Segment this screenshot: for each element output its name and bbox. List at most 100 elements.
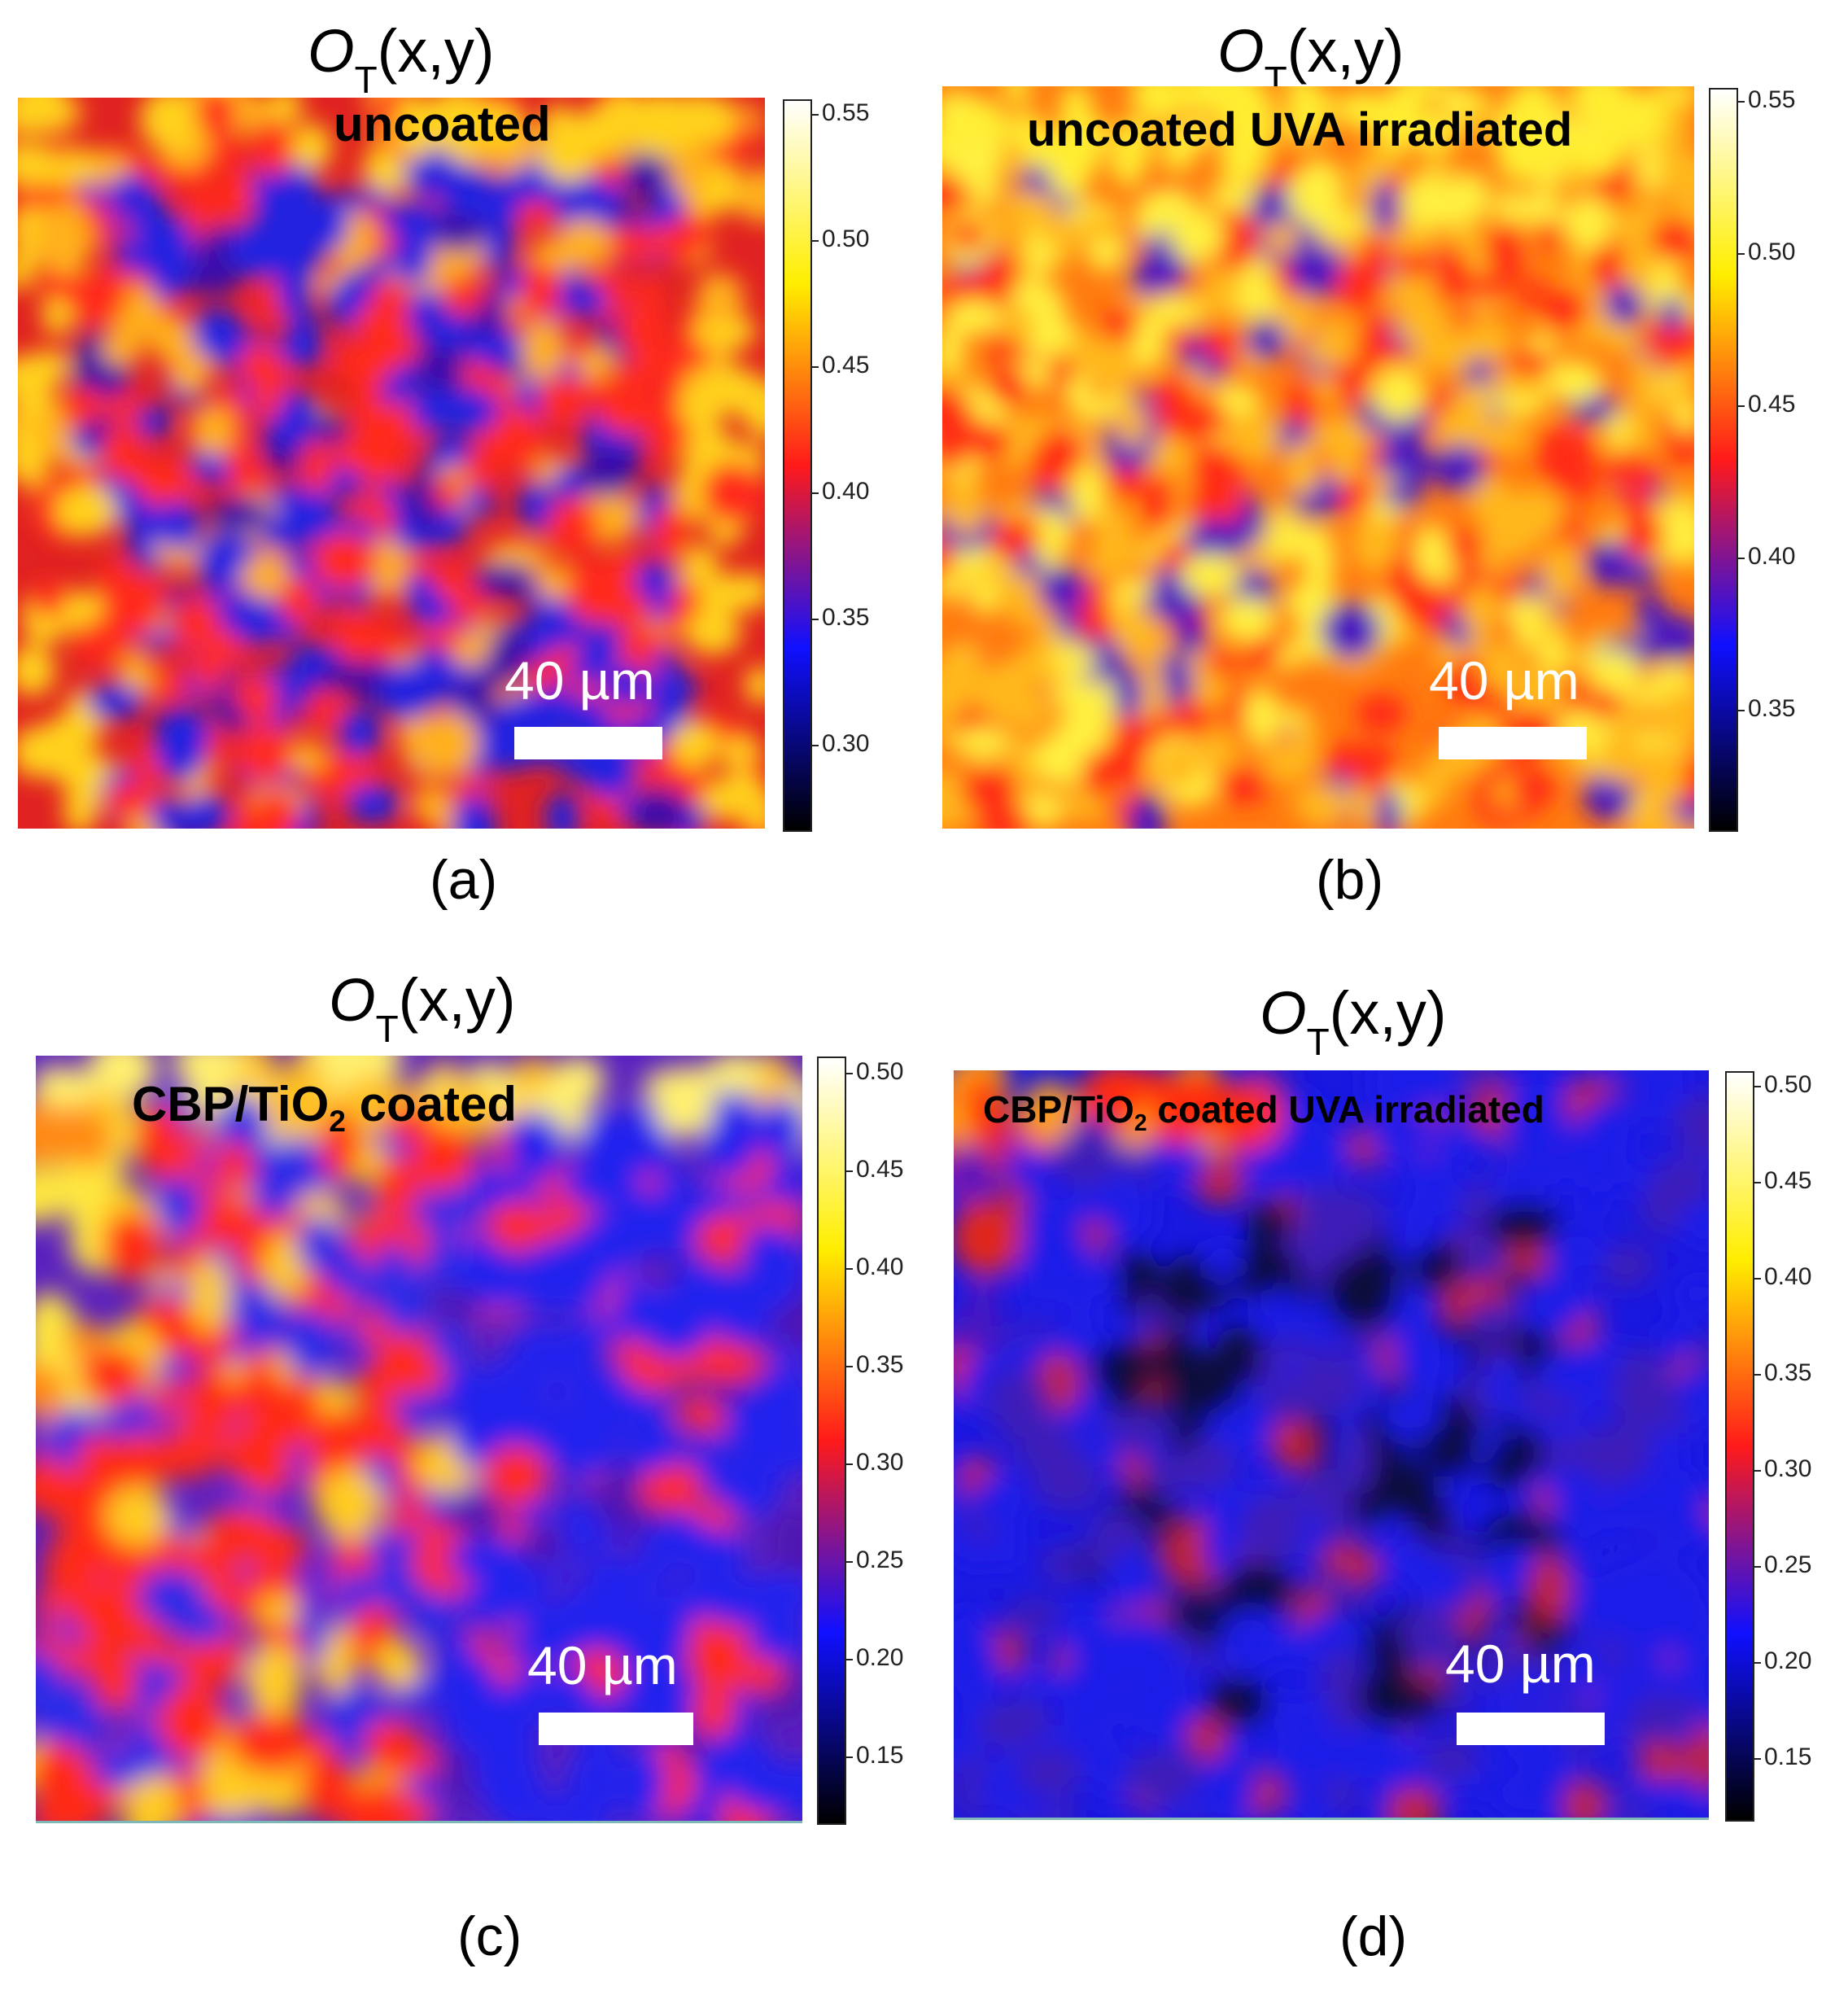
panel-a-letter: (a) [430, 849, 498, 911]
texture-blob [1144, 474, 1175, 534]
texture-blob [977, 1704, 1038, 1748]
texture-blob [1447, 1070, 1508, 1092]
texture-blob [374, 1639, 422, 1690]
texture-blob [744, 666, 765, 704]
texture-blob [992, 1514, 1028, 1577]
panel-c-bottom-axis [36, 1821, 802, 1823]
texture-blob [1285, 440, 1320, 498]
colorbar-tick [1753, 1566, 1761, 1568]
colorbar-tick-label: 0.40 [856, 1253, 904, 1280]
texture-blob [1070, 462, 1106, 524]
panel-d-scale-text: 40 µm [1445, 1634, 1596, 1694]
texture-blob [252, 790, 299, 829]
texture-blob [684, 610, 741, 655]
texture-blob [1117, 1250, 1155, 1284]
texture-blob [1351, 742, 1396, 794]
panel-b-label: uncoated UVA irradiated [1027, 103, 1573, 156]
panel-a-scale-text: 40 µm [505, 650, 655, 711]
texture-blob [636, 1542, 675, 1588]
texture-blob [1031, 510, 1072, 558]
texture-blob [1077, 598, 1116, 650]
texture-blob [309, 753, 375, 798]
texture-blob [945, 299, 1003, 335]
colorbar-tick [845, 1268, 853, 1270]
colorbar-tick [845, 1463, 853, 1465]
texture-blob [1352, 512, 1402, 574]
texture-blob [246, 1643, 304, 1718]
texture-blob [1063, 1270, 1114, 1308]
texture-blob [288, 309, 320, 350]
colorbar-tick [845, 1170, 853, 1172]
panel-b-colorbar [1709, 88, 1738, 832]
texture-blob [55, 484, 117, 536]
panel-b-scale-text: 40 µm [1429, 650, 1579, 711]
colorbar-tick-label: 0.45 [822, 352, 870, 378]
texture-blob [1094, 505, 1134, 553]
colorbar-tick [810, 492, 819, 494]
texture-blob [296, 1214, 340, 1274]
texture-blob [170, 597, 221, 645]
texture-blob [1386, 1070, 1461, 1113]
panel-c-scale-bar [539, 1713, 693, 1745]
texture-blob [446, 1537, 523, 1581]
texture-blob [596, 376, 652, 435]
texture-blob [1391, 1459, 1441, 1525]
texture-blob [1264, 221, 1300, 253]
texture-blob [1386, 1787, 1443, 1818]
texture-blob [229, 677, 280, 709]
texture-blob [1223, 1720, 1260, 1765]
texture-blob [284, 1056, 325, 1127]
texture-blob [392, 229, 433, 285]
texture-blob [1119, 1070, 1183, 1104]
texture-blob [156, 1175, 203, 1237]
texture-blob [76, 1634, 125, 1682]
texture-blob [1488, 1201, 1559, 1249]
texture-blob [518, 196, 557, 229]
texture-blob [139, 98, 202, 151]
texture-blob [1033, 732, 1085, 785]
texture-blob [1231, 1243, 1299, 1301]
texture-blob [103, 781, 157, 818]
texture-blob [597, 225, 662, 262]
texture-blob [1600, 724, 1643, 785]
texture-blob [1509, 771, 1557, 803]
texture-blob [1485, 222, 1527, 283]
texture-blob [1400, 173, 1453, 233]
texture-blob [338, 708, 382, 757]
texture-blob [715, 1730, 754, 1794]
texture-blob [461, 452, 496, 488]
texture-blob [258, 1595, 299, 1633]
colorbar-tick-label: 0.35 [822, 604, 870, 631]
texture-blob [1435, 245, 1469, 301]
texture-blob [1119, 1683, 1179, 1740]
texture-blob [378, 1269, 428, 1336]
colorbar-tick [1753, 1086, 1761, 1087]
texture-blob [556, 218, 612, 269]
texture-blob [1562, 195, 1613, 251]
texture-blob [111, 1431, 173, 1493]
texture-blob [558, 1672, 595, 1717]
texture-blob [1155, 1324, 1192, 1393]
texture-blob [158, 500, 202, 551]
texture-blob [547, 497, 598, 556]
texture-blob [974, 663, 1033, 724]
texture-blob [1184, 519, 1243, 563]
texture-blob [461, 672, 493, 717]
texture-blob [1112, 666, 1143, 720]
texture-blob [750, 1413, 791, 1482]
texture-blob [1155, 745, 1200, 788]
texture-blob [620, 1747, 667, 1816]
texture-blob [577, 623, 630, 676]
texture-blob [552, 1321, 600, 1394]
texture-blob [1090, 1343, 1161, 1393]
texture-blob [443, 162, 477, 208]
texture-blob [18, 386, 52, 421]
texture-blob [1167, 1254, 1210, 1319]
texture-blob [1269, 505, 1298, 567]
texture-blob [1011, 107, 1039, 158]
texture-blob [692, 1682, 736, 1739]
texture-blob [1498, 1669, 1559, 1708]
texture-blob [98, 561, 132, 609]
texture-blob [251, 119, 294, 177]
texture-blob [974, 1472, 1032, 1530]
